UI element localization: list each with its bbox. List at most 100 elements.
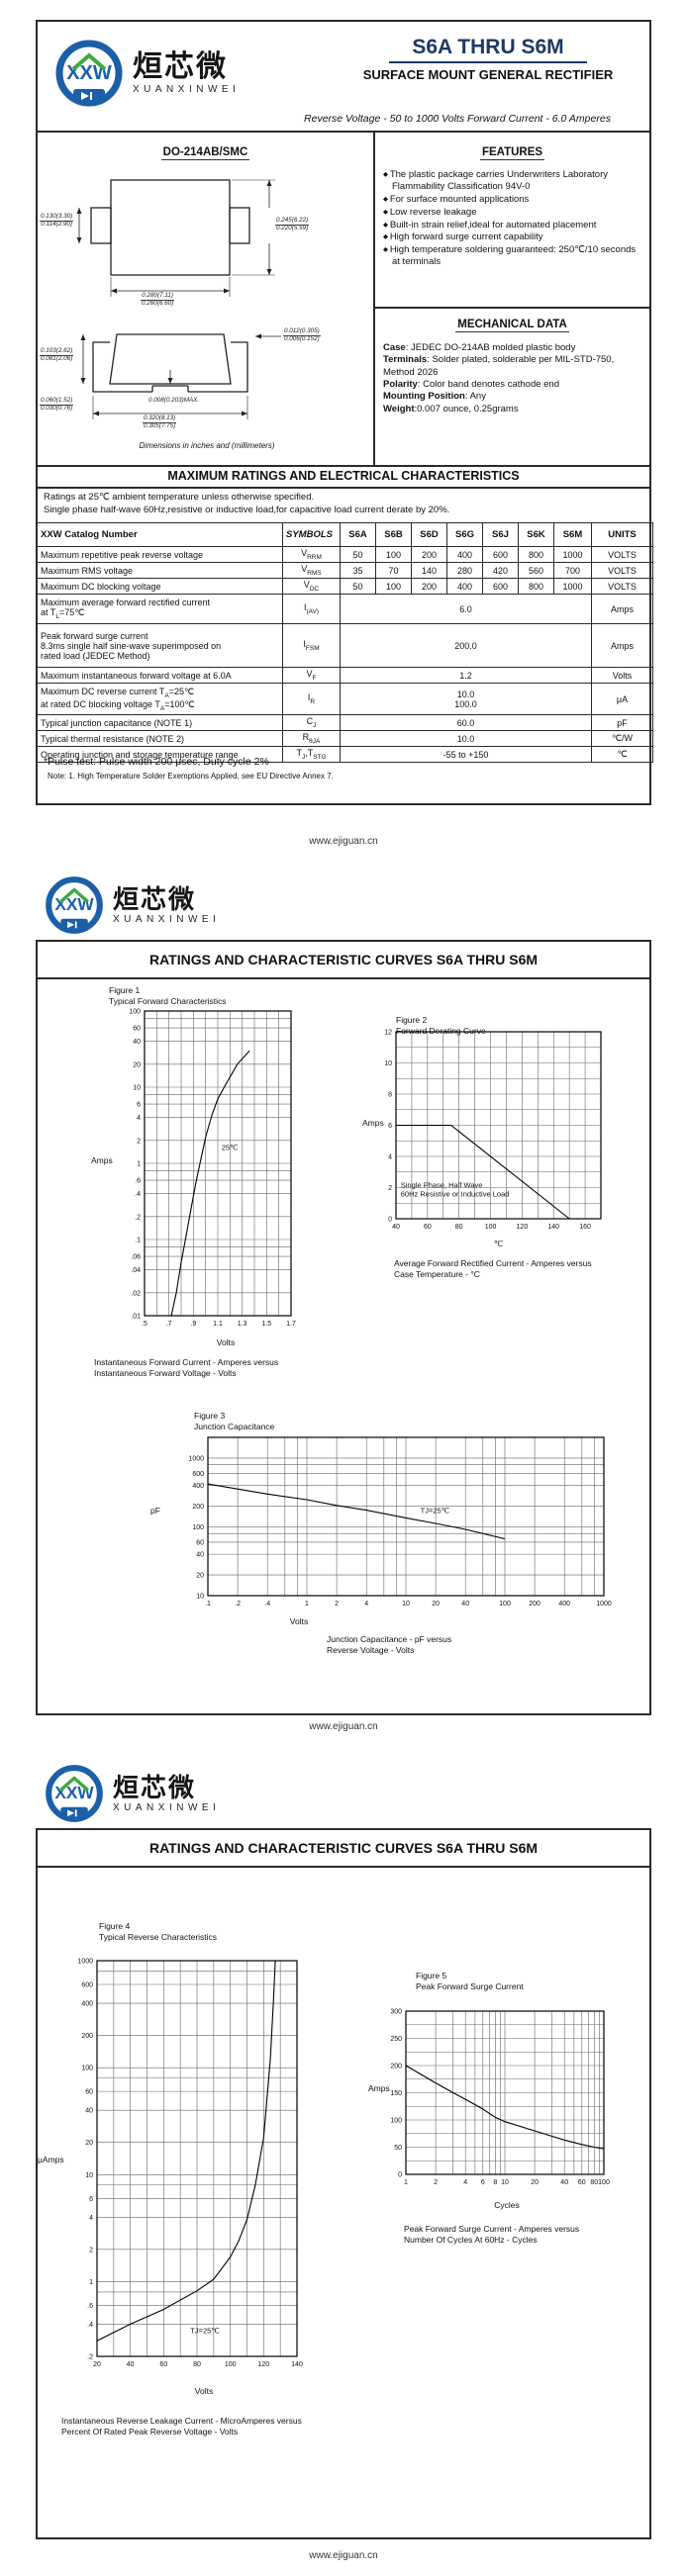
device-col-s6m: S6M xyxy=(553,522,592,547)
ratings-row: Operating junction and storage temperatu… xyxy=(37,746,653,763)
page-subtitle: SURFACE MOUNT GENERAL RECTIFIER xyxy=(362,67,614,82)
brand-name-cn: 烜芯微 xyxy=(133,49,228,83)
svg-text:1.5: 1.5 xyxy=(261,1321,271,1328)
ratings-row: Maximum DC reverse current TA=25℃ at rate… xyxy=(37,683,653,715)
svg-text:20: 20 xyxy=(531,2179,539,2186)
dim-overall-width: 0.320(8.13) 0.305(7.75) xyxy=(143,414,177,429)
svg-text:10: 10 xyxy=(402,1601,410,1608)
svg-text:100: 100 xyxy=(485,1224,497,1231)
package-drawing: 0.245(6.22) 0.220(5.59) 0.130(3.30) 0.114(… xyxy=(40,168,362,465)
svg-text:.7: .7 xyxy=(166,1321,172,1328)
svg-text:XXW: XXW xyxy=(66,62,112,84)
svg-text:600: 600 xyxy=(192,1471,204,1478)
package-outline-icon xyxy=(76,179,281,419)
figure5-plot: 1 2 4 6 8 10 20 40 60 80 100 0 50 100 150 200 250 300 xyxy=(372,2005,614,2195)
svg-text:.5: .5 xyxy=(142,1321,147,1328)
svg-text:400: 400 xyxy=(192,1483,204,1490)
ratings-divider-bottom xyxy=(38,487,649,489)
feature-item: Low reverse leakage xyxy=(383,207,644,219)
svg-text:8: 8 xyxy=(388,1092,392,1099)
svg-text:1000: 1000 xyxy=(77,1959,93,1966)
svg-text:.6: .6 xyxy=(135,1178,141,1185)
svg-text:0: 0 xyxy=(398,2172,402,2179)
svg-text:.6: .6 xyxy=(87,2303,93,2310)
svg-text:10: 10 xyxy=(501,2179,509,2186)
device-col-s6a: S6A xyxy=(340,522,376,547)
figure1-title: Figure 1 Typical Forward Characteristics xyxy=(109,985,227,1006)
figure2-xlabel: ℃ xyxy=(493,1239,504,1248)
figure1-plot: .5 .7 .9 1.1 1.3 1.5 1.7 100 60 40 20 10 6 4 2 1 .6 .4 .2.… xyxy=(111,1005,301,1336)
fig2-svg: 40 60 80 100 120 140 160 0 2 4 6 8 10 12 Single Phase,… xyxy=(384,1030,602,1231)
svg-text:.2: .2 xyxy=(87,2354,93,2361)
svg-text:40: 40 xyxy=(85,2108,93,2115)
svg-text:40: 40 xyxy=(133,1039,141,1046)
figure4-xlabel: Volts xyxy=(194,2386,214,2396)
svg-text:2: 2 xyxy=(335,1601,339,1608)
svg-text:100: 100 xyxy=(499,1601,511,1608)
brand-logo-p3: XXW 烜芯微 XUANXINWEI xyxy=(44,1763,220,1824)
figure2-ylabel: Amps xyxy=(362,1118,384,1128)
page3: RATINGS AND CHARACTERISTIC CURVES S6A TH… xyxy=(36,1828,651,2539)
svg-text:.04: .04 xyxy=(131,1267,141,1274)
svg-text:40: 40 xyxy=(196,1552,204,1559)
ratings-row: Maximum repetitive peak reverse voltage V… xyxy=(37,546,653,563)
feature-item: Built-in strain relief,ideal for automat… xyxy=(383,220,644,231)
svg-text:6: 6 xyxy=(89,2196,93,2203)
ratings-row: Typical junction capacitance (NOTE 1) CJ 6… xyxy=(37,714,653,731)
svg-text:2: 2 xyxy=(388,1185,392,1192)
svg-text:100: 100 xyxy=(390,2118,402,2125)
ratings-row: Peak forward surge current 8.3ms single h… xyxy=(37,623,653,668)
svg-text:300: 300 xyxy=(390,2009,402,2016)
figure3-caption: Junction Capacitance - pF versus Reverse … xyxy=(327,1634,452,1656)
dim-foot: 0.060(1.52) 0.030(0.76) xyxy=(40,397,74,412)
svg-text:1000: 1000 xyxy=(188,1455,204,1462)
svg-text:60: 60 xyxy=(85,2089,93,2096)
figure1-caption: Instantaneous Forward Current - Amperes … xyxy=(94,1357,279,1379)
solder-note: Note: 1. High Temperature Solder Exempti… xyxy=(48,772,334,781)
svg-text:200: 200 xyxy=(192,1504,204,1511)
features-mech-divider xyxy=(375,307,649,309)
svg-text:6: 6 xyxy=(137,1102,141,1109)
svg-text:4: 4 xyxy=(388,1154,392,1161)
package-heading: DO-214AB/SMC xyxy=(160,146,250,160)
fig1-svg: .5 .7 .9 1.1 1.3 1.5 1.7 100 60 40 20 10 6 4 2 1 .6 .4 .2.… xyxy=(129,1009,296,1329)
svg-text:0: 0 xyxy=(388,1217,392,1224)
brand-name-en: XUANXINWEI xyxy=(133,83,241,95)
svg-text:2: 2 xyxy=(137,1138,141,1145)
svg-text:140: 140 xyxy=(547,1224,559,1231)
svg-text:150: 150 xyxy=(390,2090,402,2097)
footer-url-3: www.ejiguan.cn xyxy=(309,2550,378,2561)
svg-text:20: 20 xyxy=(85,2140,93,2147)
ratings-row: Maximum average forward rectified curren… xyxy=(37,594,653,624)
svg-text:1.3: 1.3 xyxy=(238,1321,247,1328)
mechanical-line: Case: JEDEC DO-214AB molded plastic body xyxy=(383,342,576,353)
mechanical-line: Polarity: Color band denotes cathode end xyxy=(383,379,559,391)
svg-text:XXW: XXW xyxy=(54,894,94,914)
svg-text:20: 20 xyxy=(93,2361,101,2368)
svg-text:80: 80 xyxy=(590,2179,598,2186)
svg-text:60Hz Resistive or Inductive Lo: 60Hz Resistive or Inductive Load xyxy=(401,1190,510,1199)
figure4-caption: Instantaneous Reverse Leakage Current - … xyxy=(61,2416,302,2438)
svg-text:1: 1 xyxy=(89,2279,93,2286)
svg-text:160: 160 xyxy=(579,1224,591,1231)
svg-text:120: 120 xyxy=(517,1224,529,1231)
svg-text:60: 60 xyxy=(424,1224,432,1231)
mechanical-line: Terminals: Solder plated, solderable per… xyxy=(383,354,615,378)
svg-text:Single Phase, Half Wave: Single Phase, Half Wave xyxy=(401,1181,483,1190)
header-divider xyxy=(38,131,649,133)
tagline: Reverse Voltage - 50 to 1000 Volts Forwa… xyxy=(304,113,611,125)
ratings-row: Typical thermal resistance (NOTE 2) RθJA 1… xyxy=(37,730,653,747)
svg-text:40: 40 xyxy=(392,1224,400,1231)
svg-text:12: 12 xyxy=(384,1030,392,1037)
svg-text:4: 4 xyxy=(364,1601,368,1608)
svg-text:.4: .4 xyxy=(135,1191,141,1198)
svg-text:60: 60 xyxy=(159,2361,167,2368)
mechanical-line: Mounting Position: Any xyxy=(383,391,486,403)
figure1-xlabel: Volts xyxy=(216,1337,236,1347)
figure1-ylabel: Amps xyxy=(91,1155,113,1165)
figure3-plot: .1 .2 .4 1 2 4 10 20 40 100 200 400 1000 1000 600 400 20… xyxy=(174,1431,614,1616)
svg-text:60: 60 xyxy=(196,1539,204,1546)
svg-text:120: 120 xyxy=(257,2361,269,2368)
svg-text:.02: .02 xyxy=(131,1290,141,1297)
device-col-s6b: S6B xyxy=(375,522,412,547)
